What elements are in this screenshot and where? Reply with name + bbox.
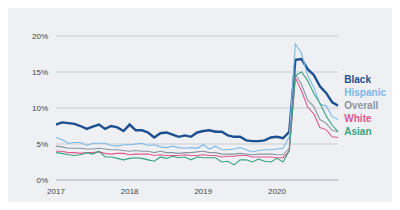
html-text:Asian: Asian [344, 125, 372, 137]
html-text:Hispanic: Hispanic [344, 86, 386, 98]
svg-text:20%: 20% [32, 32, 48, 41]
svg-text:2017: 2017 [47, 187, 65, 196]
svg-text:2019: 2019 [194, 187, 212, 196]
html-text:Black: Black [344, 73, 371, 85]
svg-text:5%: 5% [36, 140, 48, 149]
svg-text:2018: 2018 [121, 187, 139, 196]
svg-text:15%: 15% [32, 68, 48, 77]
html-text:Overall: Overall [344, 99, 379, 111]
svg-text:0%: 0% [36, 176, 48, 185]
html-text:White: White [344, 112, 372, 124]
svg-text:2020: 2020 [268, 187, 286, 196]
svg-text:10%: 10% [32, 104, 48, 113]
